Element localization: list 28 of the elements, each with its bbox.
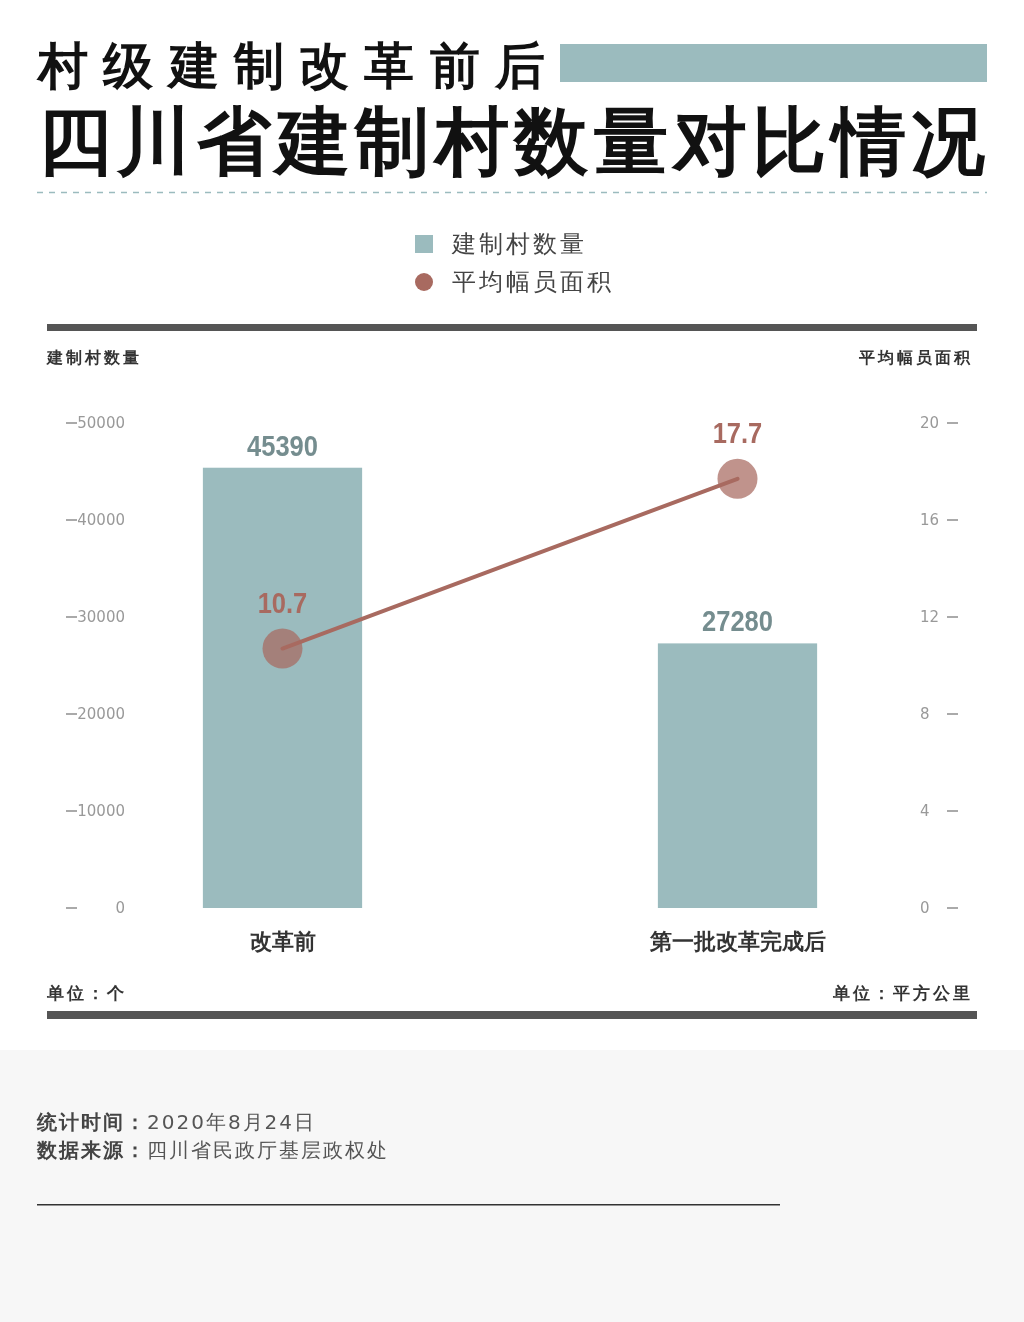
y-tick-label: 20000: [77, 705, 125, 724]
data-label: 10.7: [257, 585, 308, 619]
data-label: 27280: [702, 604, 773, 638]
y2-tick-label: 16: [920, 511, 940, 530]
y-tick-label: 40000: [77, 511, 125, 530]
chart-subtitle: 四川省建制村数量对比情况: [38, 98, 985, 184]
y2-tick-label: 0: [920, 899, 930, 918]
y-tick-label: 50000: [77, 414, 125, 433]
legend-label: 建制村数量: [451, 230, 587, 258]
source-note: 数据来源：四川省民政厅基层政权处: [36, 1138, 389, 1162]
y2-tick-label: 4: [920, 802, 930, 821]
chart-title: 村级建制改革前后: [36, 37, 545, 95]
y-axis-title: 建制村数量: [45, 347, 142, 367]
y2-axis-title: 平均幅员面积: [858, 347, 973, 367]
x-tick-label: 改革前: [249, 928, 316, 954]
y2-tick-label: 20: [920, 414, 940, 433]
legend-label: 平均幅员面积: [452, 268, 614, 296]
text: 单位：个: [46, 983, 127, 1003]
data-label: 45390: [247, 428, 318, 463]
y-tick-label: 10000: [77, 802, 125, 821]
text: 单位：平方公里: [832, 983, 973, 1003]
data-label: 17.7: [712, 415, 763, 450]
y2-tick-label: 12: [920, 608, 940, 627]
y-tick-label: 0: [115, 899, 125, 918]
x-tick-label: 第一批改革完成后: [648, 928, 826, 954]
text: 统计时间：2020年8月24日: [36, 1110, 317, 1134]
y-tick-label: 30000: [77, 608, 125, 627]
y2-tick-label: 8: [920, 705, 930, 724]
